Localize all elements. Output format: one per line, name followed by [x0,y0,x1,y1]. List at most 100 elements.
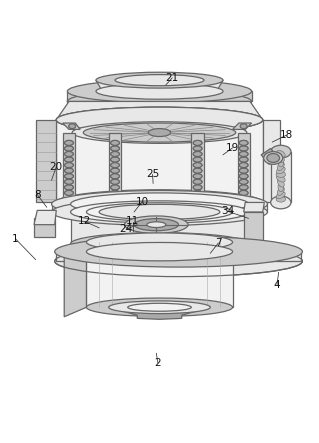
Text: 19: 19 [226,143,239,153]
Polygon shape [261,148,278,164]
Ellipse shape [239,168,248,173]
Ellipse shape [67,80,252,103]
Polygon shape [86,242,233,307]
Ellipse shape [277,151,285,157]
Polygon shape [63,132,75,198]
Ellipse shape [64,174,73,179]
Ellipse shape [240,124,247,128]
Ellipse shape [193,179,202,184]
Text: 20: 20 [50,162,63,172]
Ellipse shape [56,107,263,132]
Polygon shape [109,132,122,198]
Ellipse shape [86,242,233,261]
Ellipse shape [134,219,179,231]
Ellipse shape [70,201,249,223]
Ellipse shape [64,146,73,151]
Text: 11: 11 [126,217,139,226]
Ellipse shape [193,174,202,179]
Polygon shape [56,120,263,202]
Polygon shape [36,120,56,202]
Ellipse shape [193,152,202,156]
Ellipse shape [86,298,233,316]
Polygon shape [56,101,263,120]
Ellipse shape [56,190,263,215]
Polygon shape [244,212,263,241]
Ellipse shape [99,204,220,220]
Ellipse shape [278,162,284,171]
Ellipse shape [64,152,73,156]
Text: 12: 12 [78,217,92,226]
Ellipse shape [111,157,120,162]
Ellipse shape [239,185,248,190]
Polygon shape [34,210,56,225]
Ellipse shape [239,179,248,184]
Ellipse shape [278,182,284,192]
Polygon shape [56,252,301,261]
Polygon shape [191,132,204,198]
Ellipse shape [193,163,202,167]
Ellipse shape [193,157,202,162]
Polygon shape [271,152,291,202]
Text: 10: 10 [136,197,149,207]
Polygon shape [51,202,268,212]
Polygon shape [244,202,264,212]
Ellipse shape [239,152,248,156]
Ellipse shape [56,107,263,132]
Ellipse shape [239,163,248,167]
Ellipse shape [70,199,249,222]
Ellipse shape [64,185,73,190]
Polygon shape [123,308,196,319]
Ellipse shape [64,140,73,145]
Ellipse shape [111,185,120,190]
Ellipse shape [64,179,73,184]
Ellipse shape [72,122,247,144]
Polygon shape [233,123,252,129]
Ellipse shape [111,168,120,173]
Ellipse shape [277,175,285,182]
Ellipse shape [67,90,252,113]
Polygon shape [96,80,223,91]
Ellipse shape [147,222,166,228]
Ellipse shape [111,174,120,179]
Polygon shape [263,120,280,202]
Ellipse shape [109,301,210,314]
Ellipse shape [193,185,202,190]
Text: 7: 7 [215,238,222,248]
Polygon shape [238,132,250,198]
Ellipse shape [111,163,120,167]
Ellipse shape [70,193,249,215]
Polygon shape [34,218,55,237]
Text: 1: 1 [12,234,19,244]
Ellipse shape [277,192,285,198]
Text: 21: 21 [166,73,179,83]
Ellipse shape [128,303,191,311]
Polygon shape [64,242,86,317]
Ellipse shape [55,246,302,276]
Ellipse shape [193,140,202,145]
Ellipse shape [124,216,188,233]
Ellipse shape [55,236,302,267]
Text: 25: 25 [146,170,159,179]
Ellipse shape [69,124,76,128]
Ellipse shape [111,152,120,156]
Ellipse shape [148,128,171,136]
Ellipse shape [278,179,284,187]
Ellipse shape [111,190,120,195]
Ellipse shape [239,190,248,195]
Ellipse shape [271,145,291,158]
Ellipse shape [115,74,204,86]
Ellipse shape [64,168,73,173]
Ellipse shape [277,167,285,174]
Polygon shape [63,123,80,129]
Ellipse shape [239,146,248,151]
Ellipse shape [264,152,283,164]
Ellipse shape [67,192,252,213]
Ellipse shape [278,187,284,195]
Ellipse shape [70,233,249,255]
Ellipse shape [64,163,73,167]
Ellipse shape [193,168,202,173]
Polygon shape [70,210,249,244]
Text: 18: 18 [280,130,293,140]
Ellipse shape [278,157,284,167]
Ellipse shape [96,83,223,99]
